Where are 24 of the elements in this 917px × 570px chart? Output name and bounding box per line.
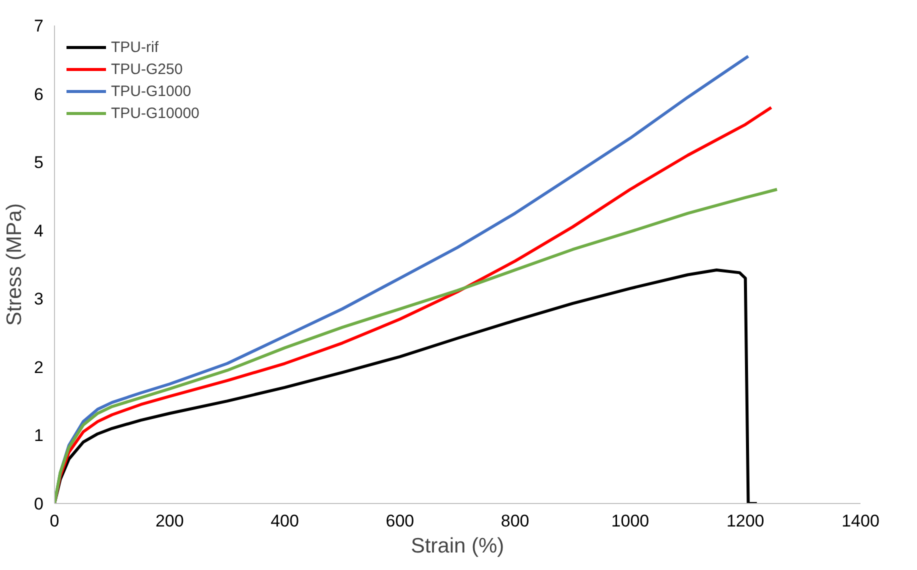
y-tick-label: 1 bbox=[34, 426, 44, 446]
line-series bbox=[54, 268, 758, 504]
y-tick-label: 0 bbox=[34, 494, 44, 514]
x-tick-label: 200 bbox=[155, 512, 184, 530]
y-tick-label: 2 bbox=[34, 358, 44, 377]
y-tick-label: 6 bbox=[34, 84, 44, 104]
x-tick-label: 0 bbox=[50, 512, 60, 530]
x-tick-label: 800 bbox=[500, 512, 530, 530]
line-series bbox=[54, 188, 779, 504]
x-axis-title: Strain (%) bbox=[410, 534, 504, 558]
x-tick-label: 1000 bbox=[611, 512, 650, 530]
x-tick-label: 400 bbox=[270, 512, 299, 530]
legend-label: TPU-G10000 bbox=[111, 104, 200, 122]
y-tick-label: 5 bbox=[34, 153, 44, 172]
legend-label: TPU-rif bbox=[111, 38, 158, 56]
x-tick-label: 1400 bbox=[842, 512, 880, 530]
y-axis-title: Stress (MPa) bbox=[3, 203, 26, 326]
x-tick-label: 1200 bbox=[726, 512, 764, 530]
legend-label: TPU-G1000 bbox=[111, 82, 192, 100]
y-tick-label: 7 bbox=[34, 16, 44, 36]
y-tick-label: 3 bbox=[34, 290, 44, 309]
x-tick-label: 600 bbox=[386, 512, 414, 530]
legend-label: TPU-G250 bbox=[111, 60, 183, 78]
y-tick-label: 4 bbox=[34, 221, 44, 240]
